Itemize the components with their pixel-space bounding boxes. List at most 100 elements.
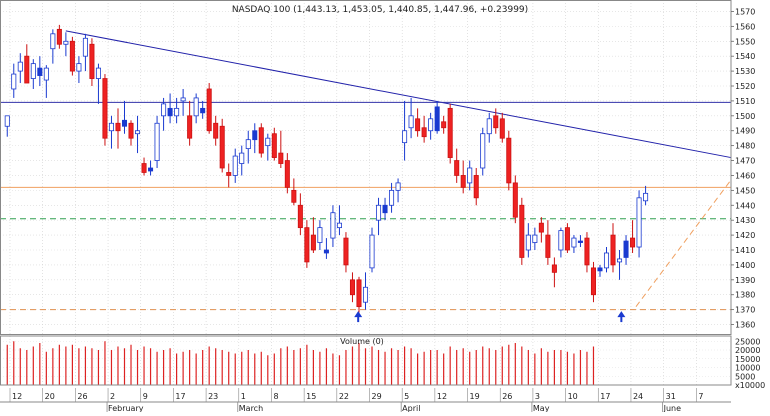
month-label: June [663, 404, 682, 412]
candle [76, 56, 82, 84]
candle [141, 157, 147, 176]
candle [376, 197, 382, 236]
candle [161, 97, 167, 131]
candle-body [519, 204, 525, 258]
candle [395, 178, 401, 203]
candle-body [349, 279, 355, 296]
candle-body [630, 237, 636, 248]
candle-body [428, 118, 434, 132]
candle [43, 65, 49, 98]
candle [200, 100, 206, 119]
month-label: May [533, 404, 550, 412]
candle-body [310, 234, 316, 251]
candle-body [226, 172, 232, 176]
candle [11, 63, 17, 98]
candle-body [323, 249, 329, 254]
candle-body [408, 115, 414, 129]
up-arrow-may [617, 311, 626, 323]
candle-body [545, 234, 551, 258]
volume-panel-border [0, 335, 732, 386]
candle [30, 59, 36, 89]
candle-body [17, 61, 23, 72]
candle [148, 160, 154, 176]
price-tick-label: 1490 [735, 127, 755, 136]
candle-body [525, 234, 531, 251]
candle-body [108, 122, 114, 132]
candle-body [421, 127, 427, 138]
candle [356, 276, 362, 313]
price-tick-label: 1560 [735, 22, 755, 31]
candle [454, 148, 460, 183]
date-tick-label: 22 [339, 392, 349, 401]
candle [336, 205, 342, 236]
candle [630, 220, 636, 253]
candle [421, 115, 427, 143]
candle-body [643, 192, 649, 202]
candle [206, 83, 212, 134]
candle [135, 115, 141, 154]
candle-body [69, 40, 75, 72]
candle [532, 227, 538, 250]
candle-body [102, 78, 108, 139]
candle-body [376, 204, 382, 221]
candle-body [623, 240, 629, 258]
candle-body [577, 240, 583, 243]
candle [323, 238, 329, 259]
candle [304, 220, 310, 268]
candle [441, 115, 447, 134]
volume-tick-label: 15000 [735, 355, 760, 364]
volume-tick-label: 25000 [735, 337, 760, 346]
candle [310, 217, 316, 253]
candle-body [493, 115, 499, 129]
candle [402, 100, 408, 161]
candle-body [180, 97, 186, 102]
candle-body [11, 73, 17, 90]
candle-body [454, 160, 460, 176]
candle-body [265, 137, 271, 147]
candle [571, 235, 577, 253]
price-tick-label: 1400 [735, 261, 755, 270]
candle [187, 100, 193, 146]
candle-body [369, 234, 375, 269]
candle [291, 178, 297, 206]
candle-body [297, 204, 303, 229]
date-tick-label: 2 [110, 392, 115, 401]
candle [102, 74, 108, 146]
price-tick-label: 1380 [735, 291, 755, 300]
candle [219, 118, 225, 173]
candle-body [258, 127, 264, 154]
month-label: March [239, 404, 263, 412]
candle [519, 197, 525, 265]
candle-body [597, 267, 603, 272]
candle [369, 227, 375, 273]
candle-body [486, 118, 492, 135]
candle-body [245, 139, 251, 150]
candle [89, 38, 95, 86]
candle-body [512, 182, 518, 218]
candle-body [473, 175, 479, 199]
candle [551, 257, 557, 288]
date-tick-label: 7 [698, 392, 703, 401]
candle-body [447, 107, 453, 158]
candle [480, 127, 486, 176]
rising-channel-line [635, 179, 732, 307]
candle-body [571, 237, 577, 248]
markers [354, 311, 626, 323]
candle [252, 123, 258, 154]
price-tick-label: 1440 [735, 201, 755, 210]
volume-tick-label: 10000 [735, 364, 760, 373]
candle-body [239, 152, 245, 164]
candle [499, 112, 505, 143]
candle-body [343, 237, 349, 266]
candle [63, 32, 69, 57]
candle-body [278, 152, 284, 164]
candle-body [30, 63, 36, 79]
chart-title: NASDAQ 100 (1,443.13, 1,453.05, 1,440.85… [232, 5, 528, 15]
candle [408, 97, 414, 139]
price-tick-label: 1500 [735, 112, 755, 121]
price-tick-label: 1360 [735, 321, 755, 330]
candle [167, 93, 173, 124]
candle-body [141, 163, 147, 173]
volume-tick-label: 20000 [735, 346, 760, 355]
price-tick-label: 1430 [735, 216, 755, 225]
